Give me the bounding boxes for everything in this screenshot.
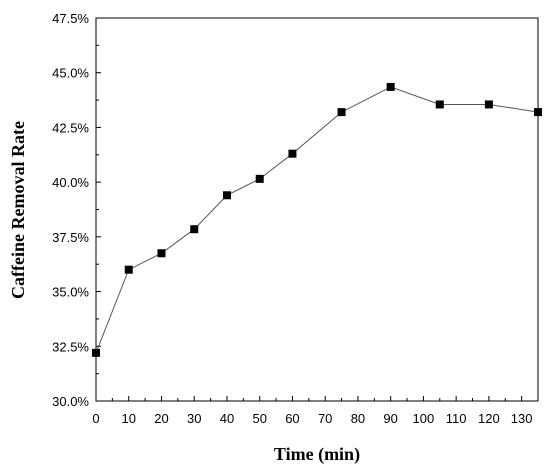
x-tick-label: 110 [446,411,467,426]
y-tick-label: 40.0% [52,175,89,190]
x-tick-label: 20 [154,411,168,426]
x-tick-label: 80 [351,411,365,426]
y-tick-label: 45.0% [52,66,89,81]
y-tick-label: 35.0% [52,285,89,300]
x-tick-label: 100 [413,411,435,426]
data-series [92,82,542,357]
x-tick-label: 50 [252,411,266,426]
x-axis-title: Time (min) [274,444,360,465]
data-point [190,225,199,234]
x-tick-label: 30 [187,411,201,426]
y-tick-label: 47.5% [52,11,89,26]
data-point [435,100,444,109]
y-axis-ticks: 30.0% 32.5% 35.0% 37.5% 40.0% 42.5% 45.0% 47.5% [52,11,101,409]
plot-frame [95,17,539,402]
x-tick-label: 90 [383,411,397,426]
data-point [337,108,346,117]
y-tick-label: 42.5% [52,120,89,135]
data-point [255,174,264,183]
y-tick-label: 30.0% [52,394,89,409]
y-axis-title: Caffeine Removal Rate [8,121,28,299]
data-point [484,100,493,109]
x-tick-label: 120 [478,411,500,426]
data-point [92,348,100,357]
x-tick-label: 70 [318,411,332,426]
x-tick-label: 0 [92,411,99,426]
x-tick-label: 40 [220,411,234,426]
data-point [124,265,133,274]
data-point [534,108,542,117]
y-tick-label: 32.5% [52,339,89,354]
x-axis-ticks: 0 10 20 30 40 50 60 70 80 90 100 110 120 130 [92,396,532,426]
data-point [222,191,231,200]
y-tick-label: 37.5% [52,230,89,245]
data-point [386,82,395,91]
series-line [95,86,539,354]
data-point [157,249,166,258]
x-tick-label: 10 [122,411,136,426]
x-tick-label: 60 [285,411,299,426]
x-tick-label: 130 [511,411,533,426]
data-point [288,149,297,158]
